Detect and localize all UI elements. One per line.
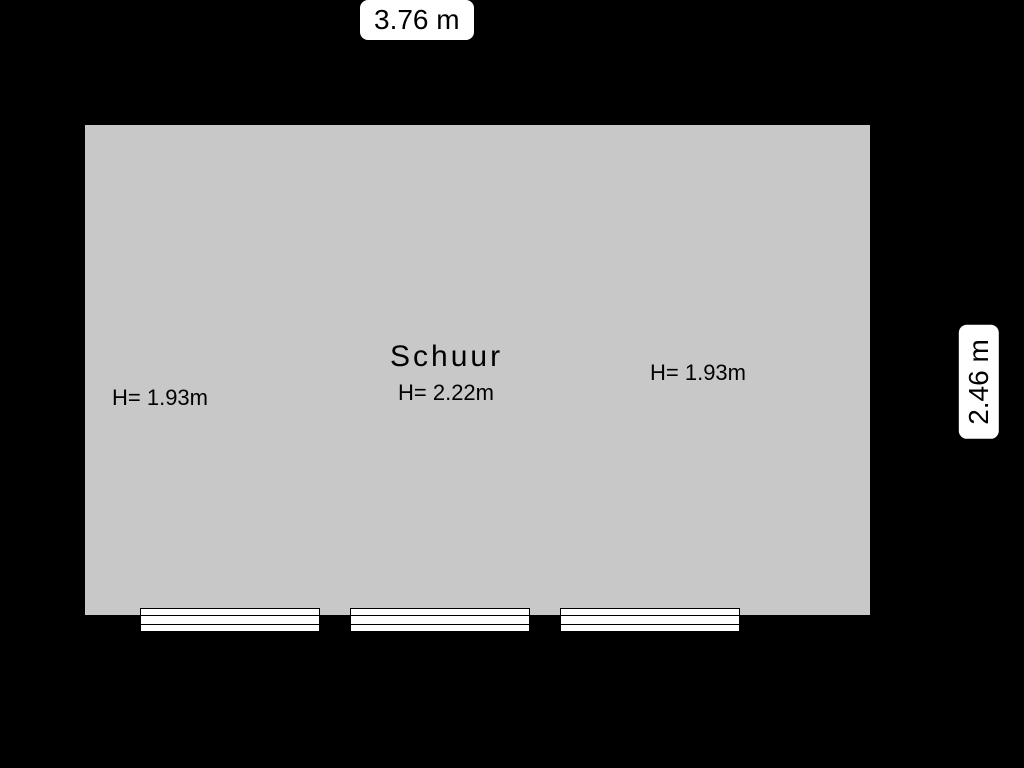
room-height-left: H= 1.93m xyxy=(112,385,208,411)
room-title: Schuur xyxy=(390,340,503,374)
door-panel xyxy=(140,608,320,632)
room-center-height: H= 2.22m xyxy=(398,380,494,406)
dimension-height-label: 2.46 m xyxy=(959,325,999,439)
room-height-right: H= 1.93m xyxy=(650,360,746,386)
door-panel xyxy=(350,608,530,632)
door-panel xyxy=(560,608,740,632)
dimension-width-label: 3.76 m xyxy=(360,0,474,40)
